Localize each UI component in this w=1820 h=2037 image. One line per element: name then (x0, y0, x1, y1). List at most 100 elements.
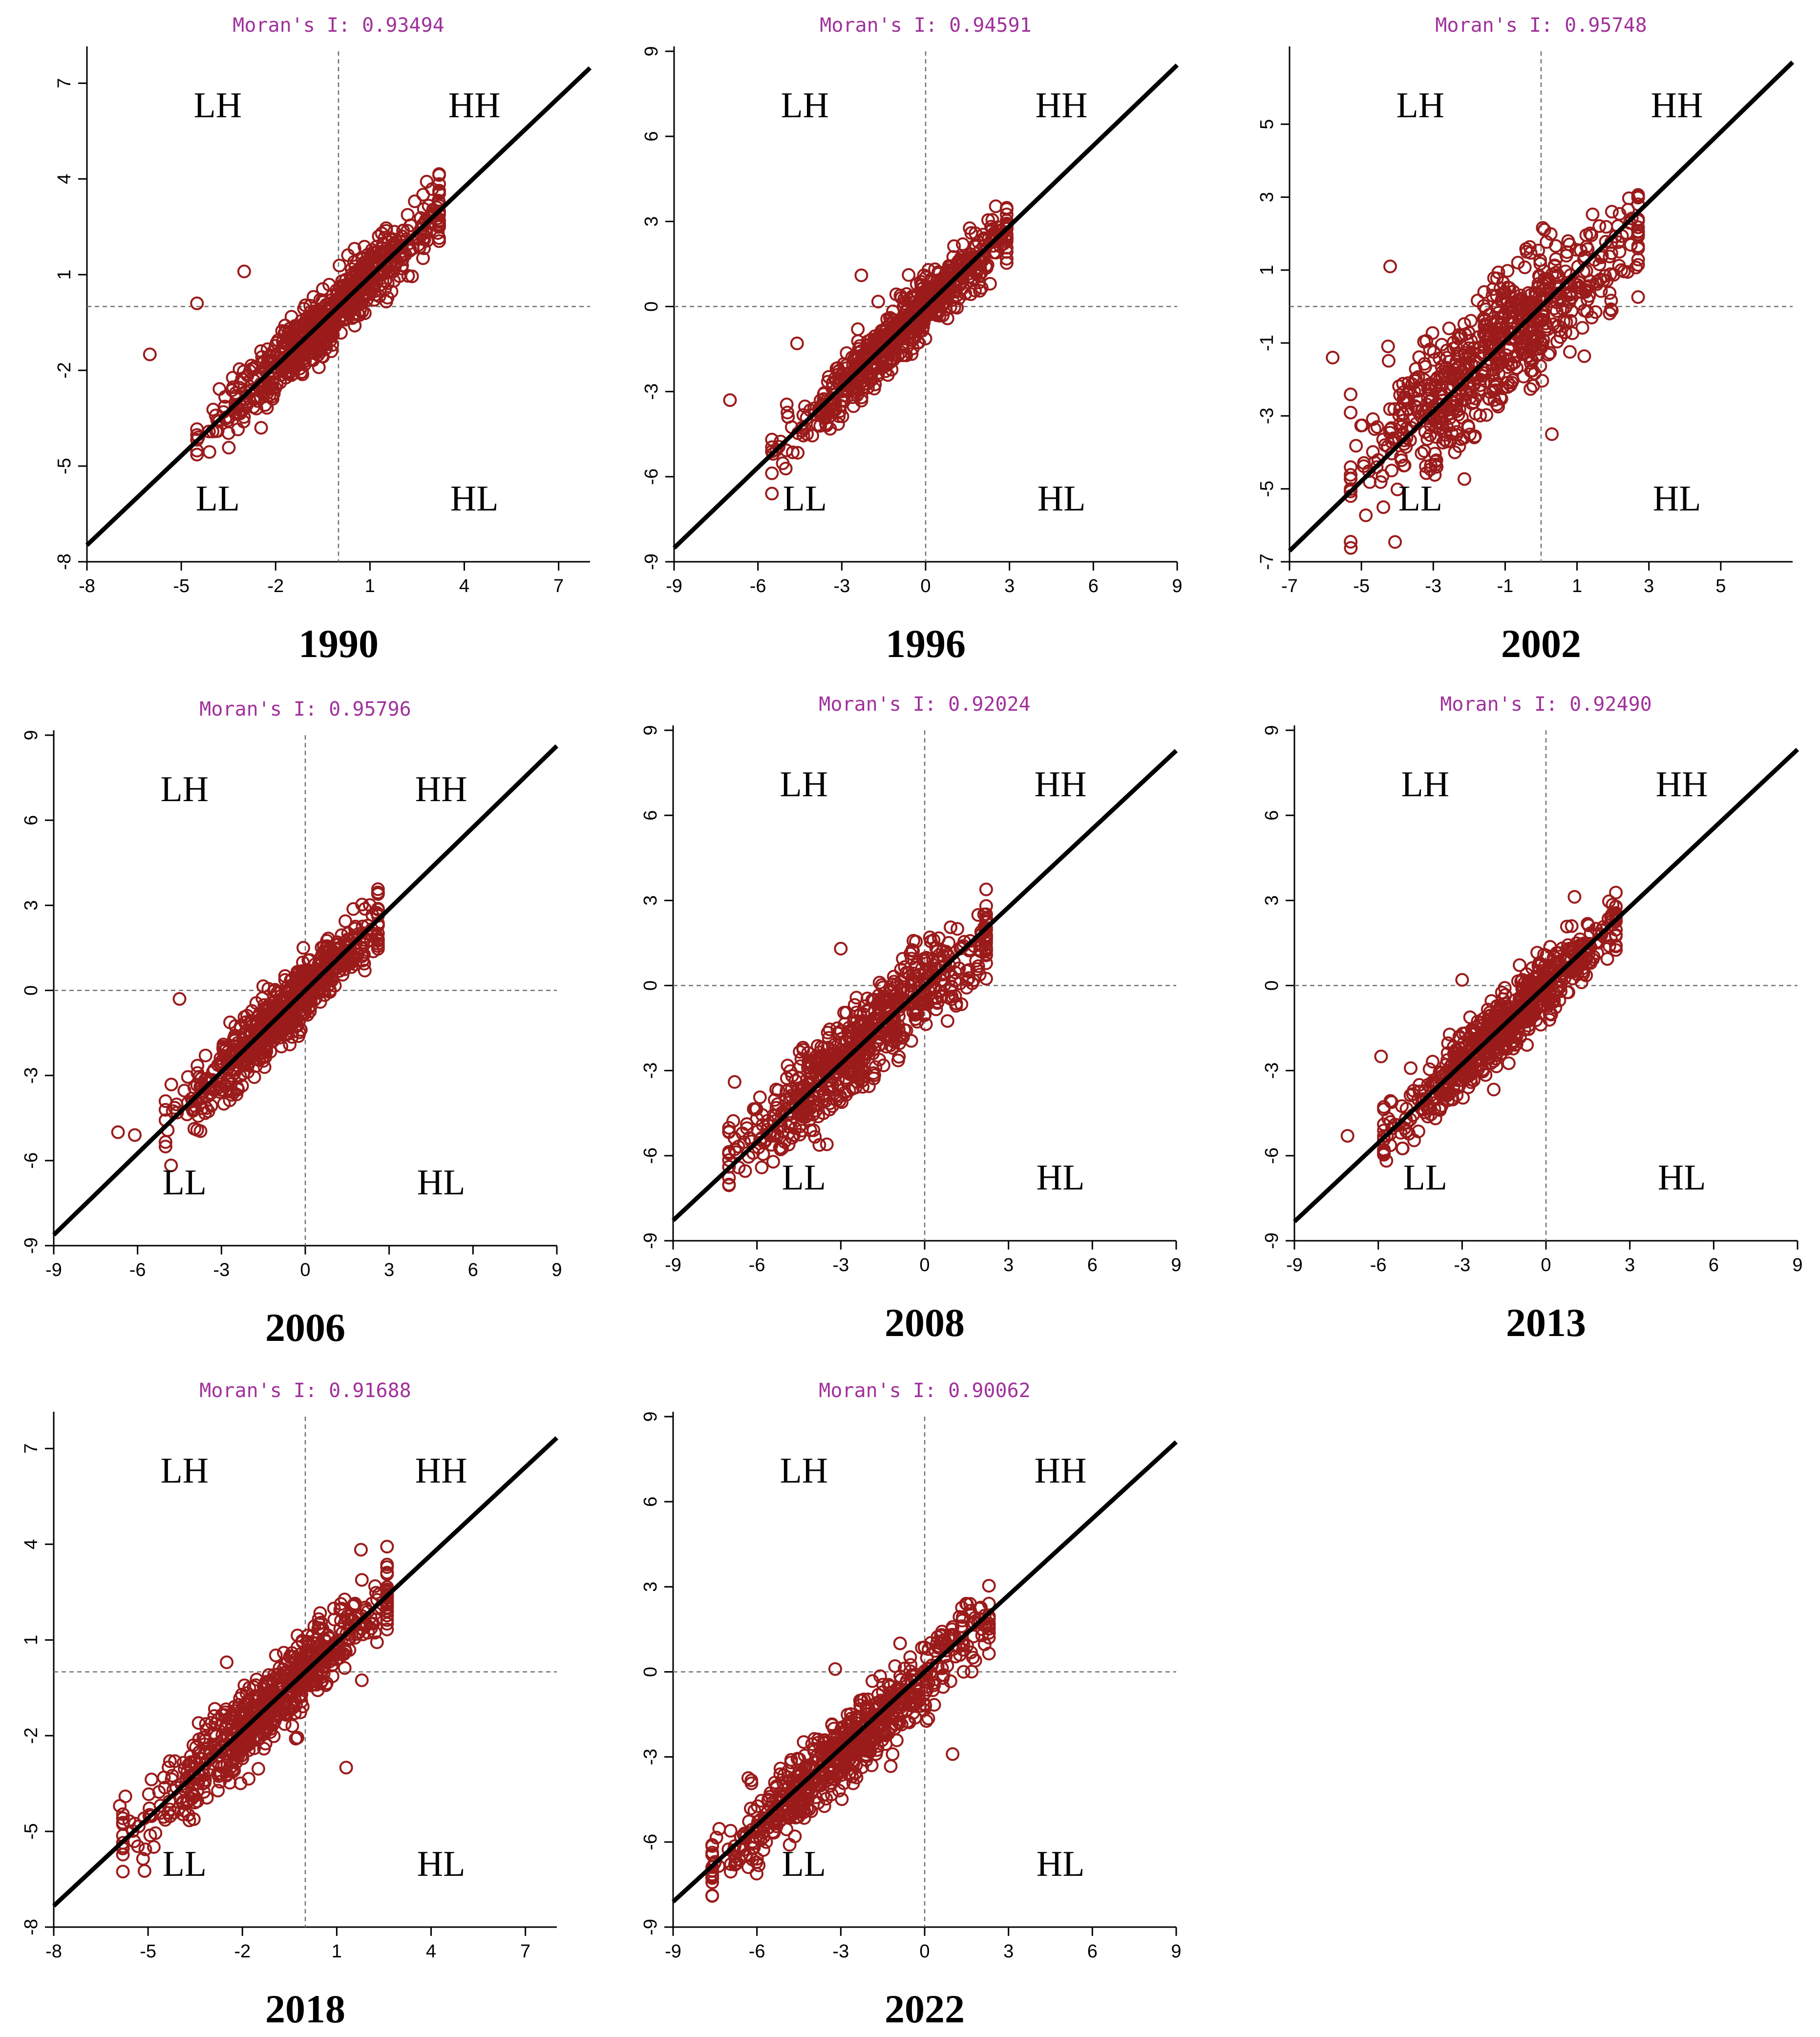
data-point (829, 387, 843, 402)
y-tick-label: 1 (21, 1635, 42, 1645)
data-point (284, 325, 297, 340)
data-point (1586, 207, 1600, 221)
data-point (999, 252, 1014, 266)
data-point (1631, 258, 1645, 272)
x-tick-label: -5 (140, 1941, 156, 1962)
data-point (396, 223, 410, 237)
data-point (786, 446, 800, 459)
data-point (1487, 1082, 1501, 1097)
data-point (357, 286, 371, 300)
scatter-points (1340, 886, 1623, 1168)
x-tick-label: 3 (1644, 576, 1654, 596)
x-tick-label: 3 (384, 1260, 394, 1280)
data-point (781, 405, 795, 420)
data-point (884, 321, 898, 335)
year-label: 2013 (1506, 1300, 1586, 1345)
outlier-point (1545, 427, 1559, 441)
y-tick-label: 0 (21, 985, 42, 996)
data-point (999, 208, 1014, 221)
data-point (851, 322, 865, 336)
data-point (191, 1716, 206, 1730)
data-point (1625, 212, 1639, 226)
data-point (389, 256, 403, 271)
data-point (780, 397, 794, 411)
year-label: 2006 (265, 1305, 345, 1350)
data-point (956, 237, 970, 251)
quadrant-label-hh: HH (1656, 764, 1708, 805)
scatter-points (722, 882, 993, 1192)
data-point (985, 213, 999, 227)
quadrant-label-hh: HH (1036, 85, 1088, 126)
scatter-points (143, 167, 446, 462)
data-point (237, 364, 251, 379)
data-point (306, 290, 320, 304)
data-point (979, 899, 993, 913)
data-point (1524, 382, 1538, 396)
data-point (211, 424, 225, 438)
data-point (865, 361, 879, 376)
data-point (240, 398, 254, 412)
data-point (1518, 260, 1532, 275)
quadrant-label-hl: HL (1037, 1158, 1085, 1198)
x-tick-label: 6 (1087, 1255, 1098, 1275)
data-point (408, 194, 422, 209)
x-tick-label: 6 (468, 1260, 478, 1280)
data-point (432, 218, 446, 233)
quadrant-label-hh: HH (1035, 764, 1087, 805)
y-tick-label: 5 (1257, 119, 1277, 129)
panel-2002: Moran's I: 0.95748-7 -5 -3 -1 1 3 5-7-5-3-1135… (1257, 14, 1795, 666)
data-point (190, 422, 204, 436)
x-tick-label: -3 (833, 576, 850, 596)
x-tick-label: -9 (1286, 1255, 1303, 1275)
moran-i-title: Moran's I: 0.95748 (1435, 14, 1647, 37)
data-point (905, 347, 919, 361)
year-label: 2008 (885, 1300, 965, 1345)
data-point (877, 329, 891, 343)
data-point (855, 375, 869, 389)
data-point (947, 300, 961, 314)
y-tick-label: 3 (641, 216, 662, 227)
regression-line (671, 749, 1178, 1222)
x-tick-label: -6 (129, 1260, 146, 1280)
data-point (989, 199, 1003, 213)
data-point (381, 291, 395, 305)
data-point (1442, 321, 1456, 336)
data-point (1381, 354, 1396, 368)
x-tick-label: 3 (1003, 1255, 1014, 1275)
outlier-point (723, 393, 737, 407)
y-tick-label: -3 (640, 1062, 661, 1079)
data-point (1536, 221, 1550, 235)
data-point (766, 1155, 780, 1169)
data-point (999, 201, 1014, 215)
data-point (333, 258, 346, 273)
moran-i-title: Moran's I: 0.91688 (199, 1379, 411, 1402)
data-point (1477, 285, 1491, 299)
quadrant-label-ll: LL (782, 1158, 826, 1198)
data-point (266, 382, 280, 395)
data-point (1458, 472, 1471, 486)
data-point (295, 336, 309, 350)
x-tick-label: -6 (749, 1255, 765, 1275)
data-point (313, 293, 327, 307)
data-point (985, 222, 999, 236)
quadrant-label-ll: LL (163, 1163, 207, 1203)
data-point (1344, 405, 1358, 420)
data-point (765, 432, 779, 446)
x-tick-label: -6 (1370, 1255, 1387, 1275)
y-tick-label: -9 (640, 1232, 661, 1249)
x-tick-label: 4 (459, 576, 469, 596)
data-point (237, 410, 251, 424)
x-tick-label: -9 (45, 1260, 62, 1280)
x-tick-label: -8 (45, 1941, 62, 1962)
data-point (326, 321, 340, 335)
data-point (329, 283, 343, 297)
scatter-points (723, 199, 1014, 501)
data-point (940, 1014, 954, 1028)
data-point (999, 256, 1014, 270)
data-point (856, 348, 870, 362)
y-tick-label: 9 (641, 46, 662, 56)
moran-i-title: Moran's I: 0.92024 (819, 693, 1030, 716)
y-tick-label: 3 (1257, 192, 1277, 202)
x-tick-label: 3 (1004, 576, 1015, 596)
data-point (1603, 286, 1617, 300)
